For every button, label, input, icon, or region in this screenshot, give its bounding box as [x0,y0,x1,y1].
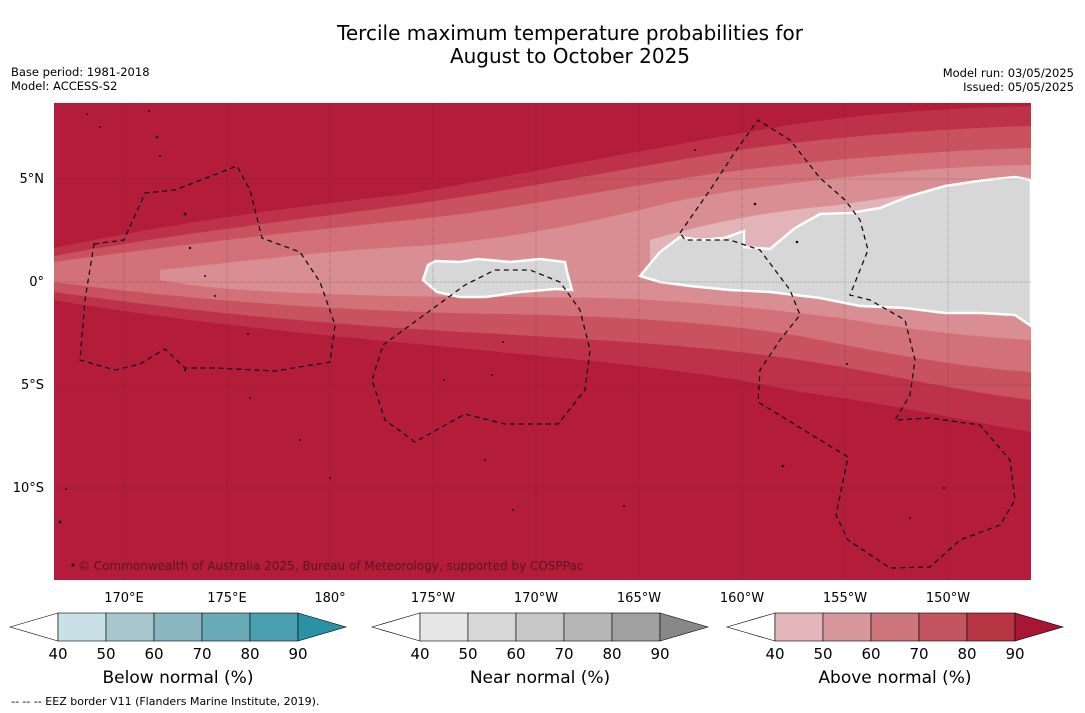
islands [58,110,945,567]
probability-field [54,103,1031,580]
near-normal-region-west [421,257,574,299]
colorbar-tick: 70 [909,645,928,663]
meta-left: Base period: 1981-2018 Model: ACCESS-S2 [11,65,150,93]
lon-label: 180° [314,591,345,606]
colorbar-title-near: Near normal (%) [469,668,611,688]
lat-label: 0° [29,275,44,290]
colorbar-tick: 60 [506,645,525,663]
lon-label: 175°E [207,591,247,606]
near-normal-region-east [637,175,1031,328]
colorbar-extend-high [659,612,710,642]
colorbar-tick: 80 [957,645,976,663]
issued-date: Issued: 05/05/2025 [963,80,1074,94]
colorbar-segment [870,612,920,642]
colorbar-tick: 40 [765,645,784,663]
colorbar-tick: 70 [554,645,573,663]
colorbar-tick: 50 [96,645,115,663]
colorbar-extend-low [725,612,776,642]
lon-label: 155°W [823,591,867,606]
colorbar-segment [419,612,469,642]
colorbar-segment [467,612,517,642]
copyright-text: © Commonwealth of Australia 2025, Bureau… [78,559,583,573]
colorbar-extend-high [1014,612,1065,642]
colorbar-segment [515,612,565,642]
colorbar-segment [201,612,251,642]
footnote: -- -- -- EEZ border V11 (Flanders Marine… [11,695,320,708]
colorbars: 40 50 60 70 80 90 40 50 60 70 80 90 40 50 60 70 80 90 [8,612,1065,663]
eez-borders [79,119,1016,569]
colorbar-extend-low [370,612,421,642]
colorbar-2: 40 50 60 70 80 90 [370,612,710,663]
colorbar-tick: 90 [650,645,669,663]
colorbar-tick: 60 [861,645,880,663]
colorbar-segment [105,612,155,642]
colorbar-tick: 50 [458,645,477,663]
meta-right: Model run: 03/05/2025 Issued: 05/05/2025 [943,66,1074,94]
colorbar-tick: 60 [144,645,163,663]
lon-label: 165°W [617,591,661,606]
colorbar-tick: 90 [1005,645,1024,663]
colorbar-tick: 80 [240,645,259,663]
colorbar-segment [249,612,299,642]
lon-label: 170°E [104,591,144,606]
longitude-labels: 170°E 175°E 180° 175°W 170°W 165°W 160°W… [104,591,970,606]
colorbar-tick: 40 [410,645,429,663]
gridlines [54,103,1031,580]
colorbar-title-above: Above normal (%) [818,668,972,688]
model-name: Model: ACCESS-S2 [11,79,118,93]
colorbar-tick: 90 [288,645,307,663]
colorbar-extend-high [297,612,348,642]
colorbar-segment [918,612,968,642]
latitude-labels: 5°N 0° 5°S 10°S [13,172,44,496]
lon-label: 160°W [720,591,764,606]
lon-label: 170°W [514,591,558,606]
base-period: Base period: 1981-2018 [11,65,150,79]
eez-border-phoenix [371,269,591,443]
model-run: Model run: 03/05/2025 [942,66,1074,80]
lat-label: 5°S [21,378,44,393]
lon-label: 150°W [926,591,970,606]
colorbar-1: 40 50 60 70 80 90 [8,612,348,663]
colorbar-segment [57,612,107,642]
colorbar-segment [153,612,203,642]
colorbar-3: 40 50 60 70 80 90 [725,612,1065,663]
title-line-1: Tercile maximum temperature probabilitie… [337,21,803,45]
colorbar-segment [774,612,824,642]
colorbar-title-below: Below normal (%) [102,668,254,688]
colorbar-tick: 40 [48,645,67,663]
eez-border-line-islands [679,119,1016,569]
colorbar-extend-low [8,612,59,642]
colorbar-segment [611,612,661,642]
title-line-2: August to October 2025 [449,44,691,68]
lat-label: 5°N [20,172,45,187]
colorbar-tick: 50 [813,645,832,663]
colorbar-segment [966,612,1016,642]
colorbar-tick: 70 [192,645,211,663]
chart-title: Tercile maximum temperature probabilitie… [0,22,1085,68]
lat-label: 10°S [13,481,44,496]
colorbar-segment [822,612,872,642]
colorbar-tick: 80 [602,645,621,663]
lon-label: 175°W [411,591,455,606]
colorbar-segment [563,612,613,642]
